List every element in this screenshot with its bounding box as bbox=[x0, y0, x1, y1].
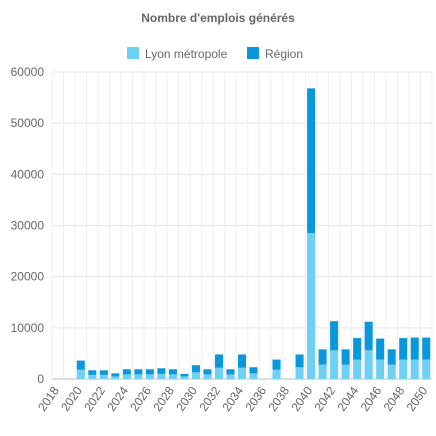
bar-region-2022[interactable] bbox=[99, 370, 108, 375]
bar-region-2037[interactable] bbox=[272, 359, 281, 370]
x-tick-label: 2048 bbox=[381, 384, 408, 414]
bar-lyon-2021[interactable] bbox=[88, 374, 97, 379]
bar-region-2042[interactable] bbox=[330, 321, 339, 351]
grid bbox=[51, 71, 433, 380]
legend: Lyon métropole Région bbox=[127, 47, 303, 61]
bar-lyon-2048[interactable] bbox=[399, 359, 408, 379]
x-tick-label: 2038 bbox=[265, 384, 292, 414]
bar-region-2031[interactable] bbox=[203, 369, 212, 375]
bar-region-2024[interactable] bbox=[122, 369, 131, 375]
y-tick-label: 60000 bbox=[11, 65, 45, 79]
bar-lyon-2041[interactable] bbox=[318, 364, 327, 379]
bar-region-2043[interactable] bbox=[341, 349, 350, 365]
y-tick-label: 30000 bbox=[11, 219, 45, 233]
bar-lyon-2045[interactable] bbox=[364, 350, 373, 379]
bar-lyon-2031[interactable] bbox=[203, 374, 212, 379]
bar-region-2027[interactable] bbox=[157, 368, 166, 374]
bar-region-2040[interactable] bbox=[307, 88, 316, 234]
x-tick-label: 2030 bbox=[173, 384, 200, 414]
bar-lyon-2044[interactable] bbox=[353, 359, 362, 379]
legend-label-lyon: Lyon métropole bbox=[145, 47, 228, 61]
bar-region-2044[interactable] bbox=[353, 338, 362, 360]
bar-region-2033[interactable] bbox=[226, 369, 235, 375]
y-tick-label: 0 bbox=[37, 372, 44, 386]
chart-title: Nombre d'emplois générés bbox=[141, 11, 295, 25]
bar-lyon-2050[interactable] bbox=[422, 359, 431, 379]
bar-lyon-2025[interactable] bbox=[134, 374, 143, 379]
x-tick-label: 2034 bbox=[219, 384, 246, 414]
bar-lyon-2037[interactable] bbox=[272, 369, 281, 379]
bar-lyon-2027[interactable] bbox=[157, 373, 166, 379]
legend-swatch-region bbox=[247, 47, 259, 59]
x-tick-label: 2022 bbox=[81, 384, 108, 414]
bar-lyon-2042[interactable] bbox=[330, 350, 339, 379]
y-tick-label: 20000 bbox=[11, 270, 45, 284]
bar-lyon-2049[interactable] bbox=[410, 359, 419, 379]
bar-lyon-2030[interactable] bbox=[191, 372, 200, 379]
bar-region-2035[interactable] bbox=[249, 367, 258, 374]
x-tick-label: 2018 bbox=[35, 384, 62, 414]
y-axis: 0 10000 20000 30000 40000 50000 60000 bbox=[11, 65, 45, 386]
x-tick-label: 2046 bbox=[358, 384, 385, 414]
bar-region-2029[interactable] bbox=[180, 373, 189, 377]
bar-lyon-2024[interactable] bbox=[122, 374, 131, 379]
bar-region-2041[interactable] bbox=[318, 349, 327, 365]
x-tick-label: 2050 bbox=[404, 384, 431, 414]
y-tick-label: 10000 bbox=[11, 321, 45, 335]
bar-lyon-2033[interactable] bbox=[226, 374, 235, 379]
bar-lyon-2023[interactable] bbox=[111, 376, 120, 379]
bar-region-2034[interactable] bbox=[237, 354, 247, 368]
bar-region-2032[interactable] bbox=[214, 354, 223, 368]
bar-region-2050[interactable] bbox=[422, 337, 431, 360]
bar-lyon-2034[interactable] bbox=[237, 367, 247, 379]
legend-item-lyon[interactable]: Lyon métropole bbox=[127, 47, 228, 61]
x-tick-label: 2042 bbox=[311, 384, 338, 414]
bar-lyon-2026[interactable] bbox=[145, 374, 154, 379]
bar-region-2048[interactable] bbox=[399, 338, 408, 360]
bars bbox=[76, 88, 431, 379]
legend-label-region: Région bbox=[265, 47, 303, 61]
bar-region-2025[interactable] bbox=[134, 369, 143, 375]
bar-lyon-2020[interactable] bbox=[76, 369, 85, 379]
bar-lyon-2035[interactable] bbox=[249, 373, 258, 379]
x-tick-label: 2036 bbox=[242, 384, 269, 414]
bar-lyon-2040[interactable] bbox=[307, 233, 316, 379]
legend-item-region[interactable]: Région bbox=[247, 47, 303, 61]
y-tick-label: 50000 bbox=[11, 116, 45, 130]
x-tick-label: 2044 bbox=[335, 384, 362, 414]
bar-lyon-2029[interactable] bbox=[180, 376, 189, 379]
legend-swatch-lyon bbox=[127, 47, 139, 59]
bar-region-2047[interactable] bbox=[387, 349, 396, 365]
bar-region-2028[interactable] bbox=[168, 369, 177, 375]
x-tick-label: 2028 bbox=[150, 384, 177, 414]
bar-lyon-2047[interactable] bbox=[387, 364, 396, 379]
x-tick-label: 2040 bbox=[288, 384, 315, 414]
bar-lyon-2032[interactable] bbox=[214, 367, 223, 379]
x-tick-label: 2020 bbox=[58, 384, 85, 414]
y-tick-label: 40000 bbox=[11, 167, 45, 181]
bar-region-2030[interactable] bbox=[191, 365, 200, 373]
bar-region-2046[interactable] bbox=[376, 338, 385, 360]
x-tick-label: 2024 bbox=[104, 384, 131, 414]
bar-region-2023[interactable] bbox=[111, 373, 120, 377]
bar-lyon-2039[interactable] bbox=[295, 367, 304, 379]
bar-region-2020[interactable] bbox=[76, 360, 85, 370]
bar-region-2039[interactable] bbox=[295, 354, 304, 368]
bar-region-2026[interactable] bbox=[145, 369, 154, 375]
bar-region-2045[interactable] bbox=[364, 321, 373, 351]
x-axis: 2018202020222024202620282030203220342036… bbox=[35, 384, 430, 414]
bar-lyon-2022[interactable] bbox=[99, 374, 108, 379]
bar-lyon-2043[interactable] bbox=[341, 364, 350, 379]
x-tick-label: 2032 bbox=[196, 384, 223, 414]
x-tick-label: 2026 bbox=[127, 384, 154, 414]
bar-lyon-2046[interactable] bbox=[376, 359, 385, 379]
bar-region-2049[interactable] bbox=[410, 337, 419, 360]
bar-lyon-2028[interactable] bbox=[168, 374, 177, 379]
bar-region-2021[interactable] bbox=[88, 370, 97, 375]
